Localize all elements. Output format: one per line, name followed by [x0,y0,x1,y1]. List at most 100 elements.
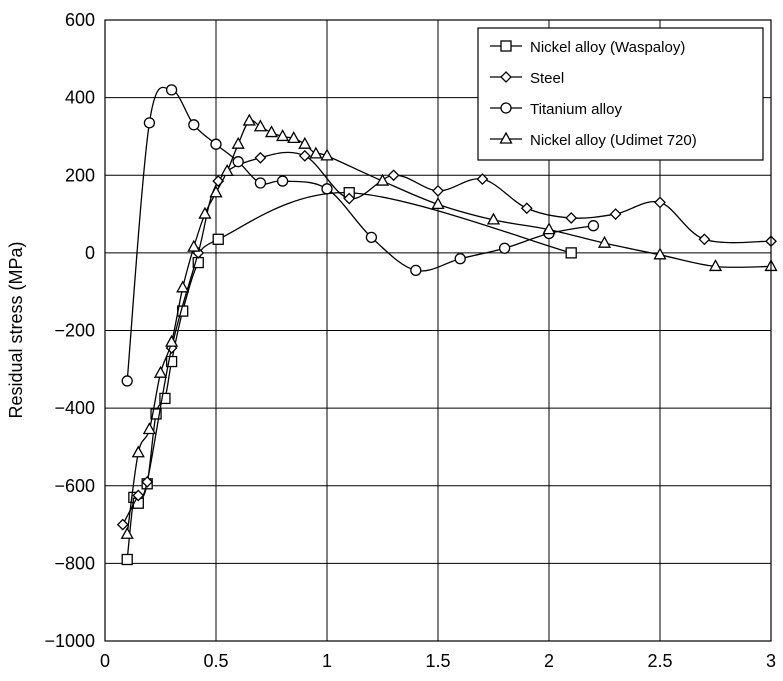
square-marker [159,392,171,405]
square-marker [212,233,224,245]
legend-label: Titanium alloy [530,101,622,118]
circle-marker [254,177,267,189]
series-line [126,119,772,535]
diamond-marker [116,518,129,531]
series-line [126,86,594,382]
triangle-marker [131,445,145,458]
diamond-marker [141,475,154,488]
triangle-marker [198,206,212,219]
diamond-marker [609,208,622,220]
y-tick-label: −200 [54,321,95,341]
y-tick-label: −400 [54,398,95,418]
triangle-marker [320,148,334,161]
y-axis-label: Residual stress (MPa) [6,241,26,418]
diamond-marker [520,202,533,215]
x-tick-label: 0.5 [203,651,228,671]
triangle-marker [597,235,612,248]
triangle-marker [120,526,134,539]
y-tick-label: 0 [85,243,95,263]
square-marker [121,553,133,566]
triangle-marker [242,113,256,126]
y-tick-label: 600 [65,10,95,30]
legend-label: Nickel alloy (Udimet 720) [530,132,697,149]
diamond-marker [387,169,400,182]
square-marker [165,355,178,368]
tick-labels: −1000 −800 −600 −400 −200 0 200 400 600 0 0.5 1 1.5 2… [44,10,776,671]
square-marker [565,247,577,259]
legend-box [477,27,764,161]
y-tick-label: −600 [54,476,95,496]
diamond-marker [132,489,145,502]
y-tick-label: 400 [65,88,95,108]
y-tick-label: 200 [65,165,95,185]
legend: Nickel alloy (Waspaloy) Steel Titanium all… [477,27,764,161]
circle-marker [188,119,200,131]
triangle-marker [176,280,190,293]
triangle-marker [431,197,445,210]
diamond-marker [565,212,578,224]
circle-marker [143,117,156,129]
grid [104,19,772,642]
legend-label: Steel [530,70,564,87]
triangle-marker [165,334,179,347]
circle-marker [165,84,178,96]
triangle-marker [309,146,323,159]
x-tick-label: 1 [322,651,332,671]
diamond-marker [698,233,711,246]
legend-item: Titanium alloy [490,101,622,118]
series-line [122,151,772,525]
diamond-marker [476,173,489,186]
triangle-marker [264,125,279,138]
triangle-marker [209,185,223,198]
legend-label: Nickel alloy (Waspaloy) [530,39,685,56]
triangle-marker [220,164,234,177]
legend-item: Nickel alloy (Waspaloy) [490,39,685,56]
circle-marker [210,138,222,150]
triangle-marker [375,173,390,186]
x-tick-label: 1.5 [425,651,450,671]
circle-marker [121,375,133,387]
circle-marker [410,264,422,276]
x-tick-label: 2 [544,651,554,671]
y-tick-label: −800 [54,553,95,573]
triangle-marker [187,239,201,252]
triangle-marker [542,222,556,235]
legend-triangle-marker [499,131,513,144]
circle-marker [498,242,511,254]
triangle-marker [276,129,290,142]
triangle-marker [253,119,267,132]
x-tick-label: 0 [100,651,110,671]
circle-marker [321,183,333,195]
circle-marker [365,231,378,244]
series-circle [121,84,600,387]
triangle-marker [142,422,156,435]
triangle-marker [287,131,301,144]
triangle-marker [153,365,168,378]
legend-circle-marker [500,102,512,114]
circle-marker [587,220,600,232]
x-tick-label: 3 [766,651,776,671]
triangle-marker [486,212,501,225]
diamond-marker [654,196,666,209]
circle-marker [232,156,244,168]
legend-square-marker [500,40,512,52]
legend-item: Nickel alloy (Udimet 720) [490,131,697,149]
triangle-marker [298,136,312,149]
circle-marker [276,175,289,187]
plot-frame [104,19,772,642]
square-marker [150,408,162,420]
series-triangle [120,113,778,539]
triangle-marker [653,247,667,260]
diamond-marker [298,149,311,162]
x-tick-label: 2.5 [647,651,672,671]
triangle-marker [231,136,245,149]
diamond-marker [432,184,444,197]
legend-diamond-marker [500,71,512,83]
y-tick-label: −1000 [44,631,95,651]
triangle-marker [708,259,723,272]
legend-item: Steel [490,70,564,87]
series-group [116,84,778,566]
circle-marker [454,253,466,265]
diamond-marker [343,192,356,205]
